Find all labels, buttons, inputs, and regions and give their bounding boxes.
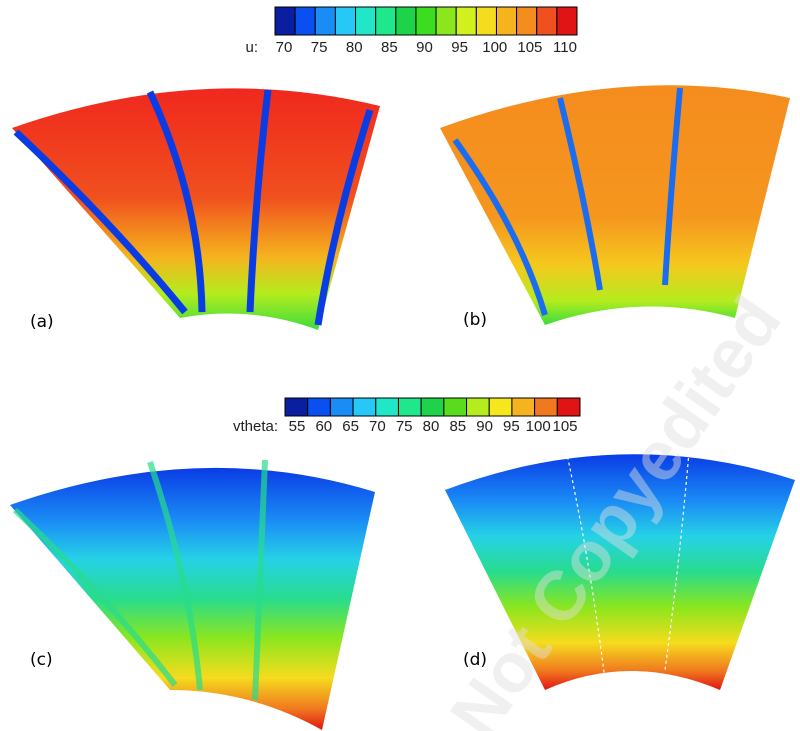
colorbar-swatch [398, 398, 421, 416]
colorbar-tick-label: 95 [503, 418, 520, 435]
colorbar-swatch [512, 398, 535, 416]
colorbar-tick-label: 55 [289, 418, 306, 435]
colorbar-tick-label: 105 [552, 418, 577, 435]
colorbar-tick-label: 100 [526, 418, 551, 435]
colorbar-swatch [436, 7, 456, 35]
colorbar-swatch [315, 7, 335, 35]
colorbar-swatch [285, 398, 308, 416]
colorbar-tick-label: 105 [517, 39, 542, 56]
colorbar-tick-label: 70 [276, 39, 293, 56]
panel-label: (b) [463, 310, 487, 330]
colorbar-tick-label: 65 [342, 418, 359, 435]
colorbar-swatch [496, 7, 516, 35]
colorbar-swatch [421, 398, 444, 416]
colorbar-swatch [456, 7, 476, 35]
colorbar-swatch [476, 7, 496, 35]
colorbar-tick-label: 80 [423, 418, 440, 435]
colorbar-tick-label: 90 [476, 418, 493, 435]
colorbar-swatch [416, 7, 436, 35]
colorbar-swatch [535, 398, 558, 416]
figure: u:707580859095100105110vtheta:5560657075… [0, 0, 800, 731]
colorbar-label: u: [245, 39, 258, 56]
colorbar-swatch [489, 398, 512, 416]
contour-c [10, 468, 375, 730]
colorbar-tick-label: 60 [315, 418, 332, 435]
colorbar-swatch [353, 398, 376, 416]
colorbar-tick-label: 75 [396, 418, 413, 435]
colorbar-swatch [467, 398, 490, 416]
colorbar-tick-label: 70 [369, 418, 386, 435]
colorbar-swatch [275, 7, 295, 35]
colorbar-swatch [376, 7, 396, 35]
colorbar-tick-label: 85 [381, 39, 398, 56]
colorbar-swatch [557, 398, 580, 416]
colorbar-tick-label: 110 [553, 39, 577, 56]
colorbar-tick-label: 75 [311, 39, 328, 56]
panel-label: (a) [30, 312, 54, 332]
colorbar-swatch [537, 7, 557, 35]
colorbar-swatch [335, 7, 355, 35]
colorbar-swatch [376, 398, 399, 416]
colorbar-tick-label: 90 [416, 39, 433, 56]
colorbar-tick-label: 85 [449, 418, 466, 435]
colorbar-swatch [308, 398, 331, 416]
colorbar-swatch [444, 398, 467, 416]
colorbar-swatch [517, 7, 537, 35]
colorbar-swatch [330, 398, 353, 416]
colorbar-label: vtheta: [233, 418, 278, 435]
panel-label: (c) [30, 650, 53, 670]
colorbar-tick-label: 80 [346, 39, 363, 56]
colorbar-tick-label: 100 [482, 39, 507, 56]
colorbar-swatch [557, 7, 577, 35]
colorbar-swatch [295, 7, 315, 35]
colorbar-swatch [396, 7, 416, 35]
colorbar-tick-label: 95 [451, 39, 468, 56]
colorbar-swatch [356, 7, 376, 35]
